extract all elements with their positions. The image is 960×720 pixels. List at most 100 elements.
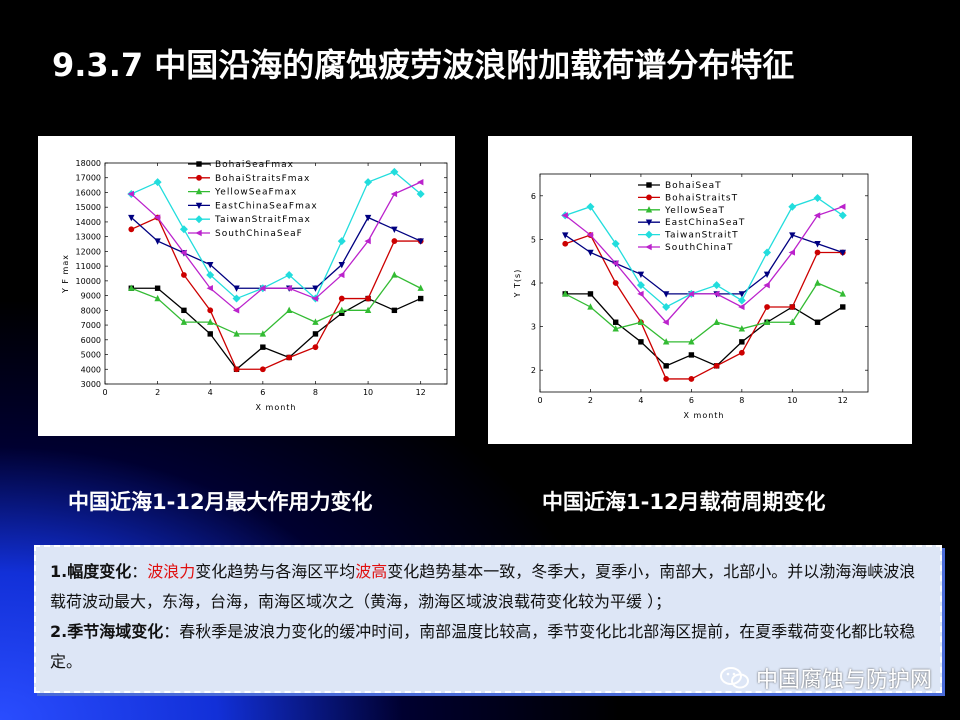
x-tick-label: 10 <box>363 388 373 397</box>
data-point <box>391 226 398 233</box>
legend-label: BohaiStraitsT <box>665 193 738 203</box>
data-point <box>687 290 695 298</box>
data-point <box>637 290 644 298</box>
caption-load-period: 中国近海1-12月载荷周期变化 <box>542 490 826 514</box>
data-point <box>180 249 187 257</box>
data-point <box>312 344 319 351</box>
caption-max-force: 中国近海1-12月最大作用力变化 <box>68 490 373 514</box>
data-point <box>206 285 213 292</box>
data-point <box>587 303 594 310</box>
data-point <box>391 307 398 314</box>
data-point <box>127 190 135 198</box>
data-point <box>586 202 595 211</box>
data-point <box>587 249 594 257</box>
x-tick-label: 4 <box>638 396 643 405</box>
data-point <box>839 249 846 257</box>
data-point <box>738 349 745 356</box>
data-point <box>738 303 745 311</box>
x-tick-label: 8 <box>739 396 744 405</box>
x-axis-label: X month <box>684 411 725 420</box>
wechat-icon <box>719 667 749 689</box>
data-point <box>663 363 669 369</box>
data-point <box>814 279 821 286</box>
data-point <box>814 241 821 248</box>
legend-label: TaiwanStraitT <box>664 231 739 241</box>
data-point <box>612 319 619 325</box>
legend-label: SouthChinaSeaF <box>215 229 303 239</box>
y-tick-label: 18000 <box>76 159 101 168</box>
data-point <box>312 331 319 337</box>
legend-marker <box>195 202 203 210</box>
data-point <box>813 193 822 202</box>
data-point <box>390 167 399 176</box>
y-tick-label: 4 <box>531 279 536 288</box>
note-paragraph-2: 2.季节海域变化：春秋季是波浪力变化的缓冲时间，南部温度比较高，季节变化比北部海… <box>50 617 926 677</box>
data-point <box>764 304 770 310</box>
note-1-colon: ： <box>131 562 148 581</box>
data-point <box>562 240 569 247</box>
data-point <box>180 318 188 325</box>
data-point <box>286 354 293 361</box>
series-BohaiSeaFmax <box>128 285 424 372</box>
data-point <box>587 291 594 297</box>
note-paragraph-1: 1.幅度变化：波浪力变化趋势与各海区平均波高变化趋势基本一致，冬季大，夏季小，南… <box>50 557 926 617</box>
data-point <box>612 325 619 332</box>
data-point <box>637 318 645 325</box>
plot-frame <box>104 162 448 385</box>
data-point <box>391 238 398 244</box>
data-point <box>417 284 424 291</box>
data-point <box>338 306 345 314</box>
y-tick-label: 14000 <box>76 218 101 227</box>
data-point <box>364 237 371 245</box>
data-point <box>739 339 745 345</box>
legend-marker <box>196 161 202 167</box>
slide-title: 9.3.7 中国沿海的腐蚀疲劳波浪附加载荷谱分布特征 <box>52 46 795 84</box>
data-point <box>612 280 619 286</box>
series-SouthChinaT <box>561 203 846 326</box>
legend-marker <box>196 174 202 181</box>
data-point <box>688 338 695 345</box>
data-point <box>233 366 240 373</box>
data-point <box>417 295 424 302</box>
x-tick-label: 2 <box>588 396 593 405</box>
series-BohaiStraitsT <box>562 232 846 382</box>
data-point <box>260 344 266 350</box>
data-point <box>611 239 620 248</box>
data-point <box>662 291 670 298</box>
y-tick-label: 6 <box>531 192 536 201</box>
data-point <box>233 330 240 337</box>
data-point <box>154 294 161 302</box>
y-tick-label: 16000 <box>76 188 101 197</box>
data-point <box>789 318 796 325</box>
data-point <box>713 318 720 325</box>
note-1-text-a: 变化趋势与各海区平均 <box>195 562 356 581</box>
data-point <box>206 270 215 279</box>
legend-label: BohaiStraitsFmax <box>215 174 310 184</box>
data-point <box>789 232 796 239</box>
data-point <box>839 290 846 297</box>
data-point <box>181 307 187 314</box>
y-axis-label: Y F max <box>61 254 70 294</box>
notes-box: 1.幅度变化：波浪力变化趋势与各海区平均波高变化趋势基本一致，冬季大，夏季小，南… <box>34 545 942 693</box>
data-point <box>338 271 345 279</box>
data-point <box>662 302 671 311</box>
series-YellowSeaFmax <box>128 271 424 337</box>
data-point <box>814 319 821 325</box>
y-tick-label: 3 <box>531 323 536 332</box>
series-SouthChinaSeaF <box>127 178 424 314</box>
data-point <box>737 296 746 305</box>
x-tick-label: 6 <box>689 396 694 405</box>
data-point <box>153 214 161 221</box>
data-point <box>662 338 670 345</box>
series-line <box>564 282 844 343</box>
note-2-text: ：春秋季是波浪力变化的缓冲时间，南部温度比较高，季节变化比北部海区提前，在夏季载… <box>50 622 916 671</box>
y-axis-label: Y T(s) <box>513 269 522 299</box>
watermark-text: 中国腐蚀与防护网 <box>755 668 932 693</box>
data-point <box>232 307 240 314</box>
y-tick-label: 9000 <box>81 292 101 301</box>
watermark: 中国腐蚀与防护网 <box>719 662 932 694</box>
y-tick-label: 7000 <box>81 321 101 330</box>
y-tick-label: 17000 <box>76 174 101 183</box>
note-1-text-b: 变化趋势基本一致，冬季大，夏季小，南部大，北部小。并以渤海海峡波浪载荷波动最大，… <box>50 562 916 611</box>
data-point <box>763 271 771 278</box>
